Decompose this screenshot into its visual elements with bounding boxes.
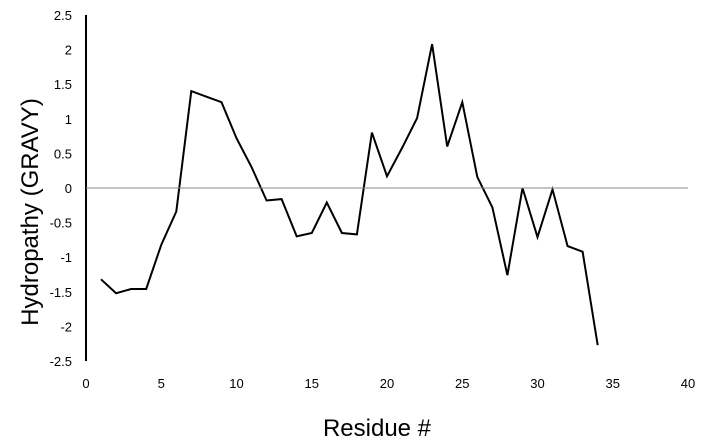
x-tick-label: 5 <box>158 376 165 391</box>
x-tick-label: 10 <box>229 376 243 391</box>
x-axis-title: Residue # <box>323 415 432 442</box>
y-tick-label: -0.5 <box>50 216 72 231</box>
y-axis-title: Hydropathy (GRAVY) <box>17 98 44 326</box>
y-tick-label: -2.5 <box>50 354 72 369</box>
y-tick-label: 1.5 <box>54 77 72 92</box>
y-tick-label: 0 <box>65 181 72 196</box>
x-tick-label: 35 <box>606 376 620 391</box>
x-tick-label: 15 <box>305 376 319 391</box>
series-line <box>100 43 599 346</box>
plot-area <box>100 43 599 346</box>
y-tick-label: -1 <box>60 250 72 265</box>
x-tick-label: 25 <box>455 376 469 391</box>
y-tick-label: 2 <box>65 43 72 58</box>
x-tick-label: 40 <box>681 376 695 391</box>
y-tick-label: 1 <box>65 112 72 127</box>
y-tick-label: -1.5 <box>50 285 72 300</box>
y-tick-label: 2.5 <box>54 8 72 23</box>
y-tick-label: -2 <box>60 319 72 334</box>
x-tick-label: 30 <box>530 376 544 391</box>
x-tick-label: 0 <box>82 376 89 391</box>
x-axis-group: 0 5 10 15 20 25 30 35 40 <box>82 187 695 391</box>
x-tick-label: 20 <box>380 376 394 391</box>
y-tick-label: 0.5 <box>54 146 72 161</box>
y-axis-group: 2.5 2 1.5 1 0.5 0 -0.5 -1 -1.5 -2 -2.5 <box>50 8 87 369</box>
